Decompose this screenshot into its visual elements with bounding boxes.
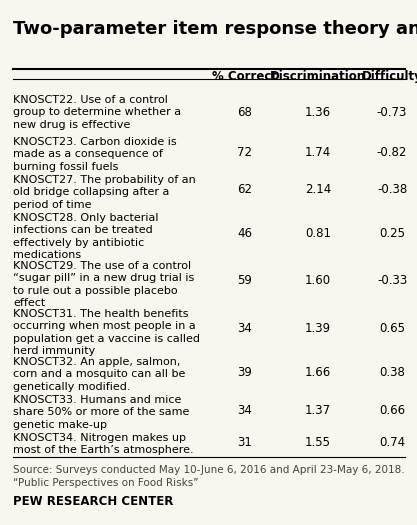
Text: 1.66: 1.66 xyxy=(305,365,331,379)
Text: 31: 31 xyxy=(238,436,252,449)
Text: 2.14: 2.14 xyxy=(305,184,331,196)
Text: KNOSCT34. Nitrogen makes up
most of the Earth’s atmosphere.: KNOSCT34. Nitrogen makes up most of the … xyxy=(13,433,193,455)
Text: 1.36: 1.36 xyxy=(305,106,331,119)
Text: KNOSCT31. The health benefits
occurring when most people in a
population get a v: KNOSCT31. The health benefits occurring … xyxy=(13,309,200,356)
Text: 0.25: 0.25 xyxy=(379,226,405,239)
Text: 39: 39 xyxy=(238,365,252,379)
Text: 1.55: 1.55 xyxy=(305,436,331,449)
Text: 1.39: 1.39 xyxy=(305,322,331,335)
Text: Source: Surveys conducted May 10-June 6, 2016 and April 23-May 6, 2018.
“Public : Source: Surveys conducted May 10-June 6,… xyxy=(13,465,404,488)
Text: 46: 46 xyxy=(238,226,253,239)
Text: Two-parameter item response theory analysis: Two-parameter item response theory analy… xyxy=(13,20,417,38)
Text: KNOSCT22. Use of a control
group to determine whether a
new drug is effective: KNOSCT22. Use of a control group to dete… xyxy=(13,95,181,130)
Text: KNOSCT27. The probability of an
old bridge collapsing after a
period of time: KNOSCT27. The probability of an old brid… xyxy=(13,175,196,210)
Text: 0.66: 0.66 xyxy=(379,404,405,416)
Text: -0.82: -0.82 xyxy=(377,145,407,159)
Text: 68: 68 xyxy=(238,106,252,119)
Text: 1.60: 1.60 xyxy=(305,275,331,288)
Text: KNOSCT33. Humans and mice
share 50% or more of the same
genetic make-up: KNOSCT33. Humans and mice share 50% or m… xyxy=(13,395,189,430)
Text: 0.74: 0.74 xyxy=(379,436,405,449)
Text: Difficulty: Difficulty xyxy=(362,70,417,83)
Text: 1.74: 1.74 xyxy=(305,145,331,159)
Text: KNOSCT23. Carbon dioxide is
made as a consequence of
burning fossil fuels: KNOSCT23. Carbon dioxide is made as a co… xyxy=(13,137,177,172)
Text: 62: 62 xyxy=(238,184,253,196)
Text: % Correct: % Correct xyxy=(213,70,277,83)
Text: KNOSCT28. Only bacterial
infections can be treated
effectively by antibiotic
med: KNOSCT28. Only bacterial infections can … xyxy=(13,213,158,260)
Text: PEW RESEARCH CENTER: PEW RESEARCH CENTER xyxy=(13,495,173,508)
Text: 72: 72 xyxy=(238,145,253,159)
Text: 59: 59 xyxy=(238,275,252,288)
Text: -0.33: -0.33 xyxy=(377,275,407,288)
Text: -0.73: -0.73 xyxy=(377,106,407,119)
Text: 0.65: 0.65 xyxy=(379,322,405,335)
Text: KNOSCT32. An apple, salmon,
corn and a mosquito can all be
genetically modified.: KNOSCT32. An apple, salmon, corn and a m… xyxy=(13,357,186,392)
Text: 0.81: 0.81 xyxy=(305,226,331,239)
Text: KNOSCT29. The use of a control
“sugar pill” in a new drug trial is
to rule out a: KNOSCT29. The use of a control “sugar pi… xyxy=(13,261,194,308)
Text: 1.37: 1.37 xyxy=(305,404,331,416)
Text: -0.38: -0.38 xyxy=(377,184,407,196)
Text: 34: 34 xyxy=(238,322,252,335)
Text: 34: 34 xyxy=(238,404,252,416)
Text: 0.38: 0.38 xyxy=(379,365,405,379)
Text: Discrimination: Discrimination xyxy=(270,70,366,83)
